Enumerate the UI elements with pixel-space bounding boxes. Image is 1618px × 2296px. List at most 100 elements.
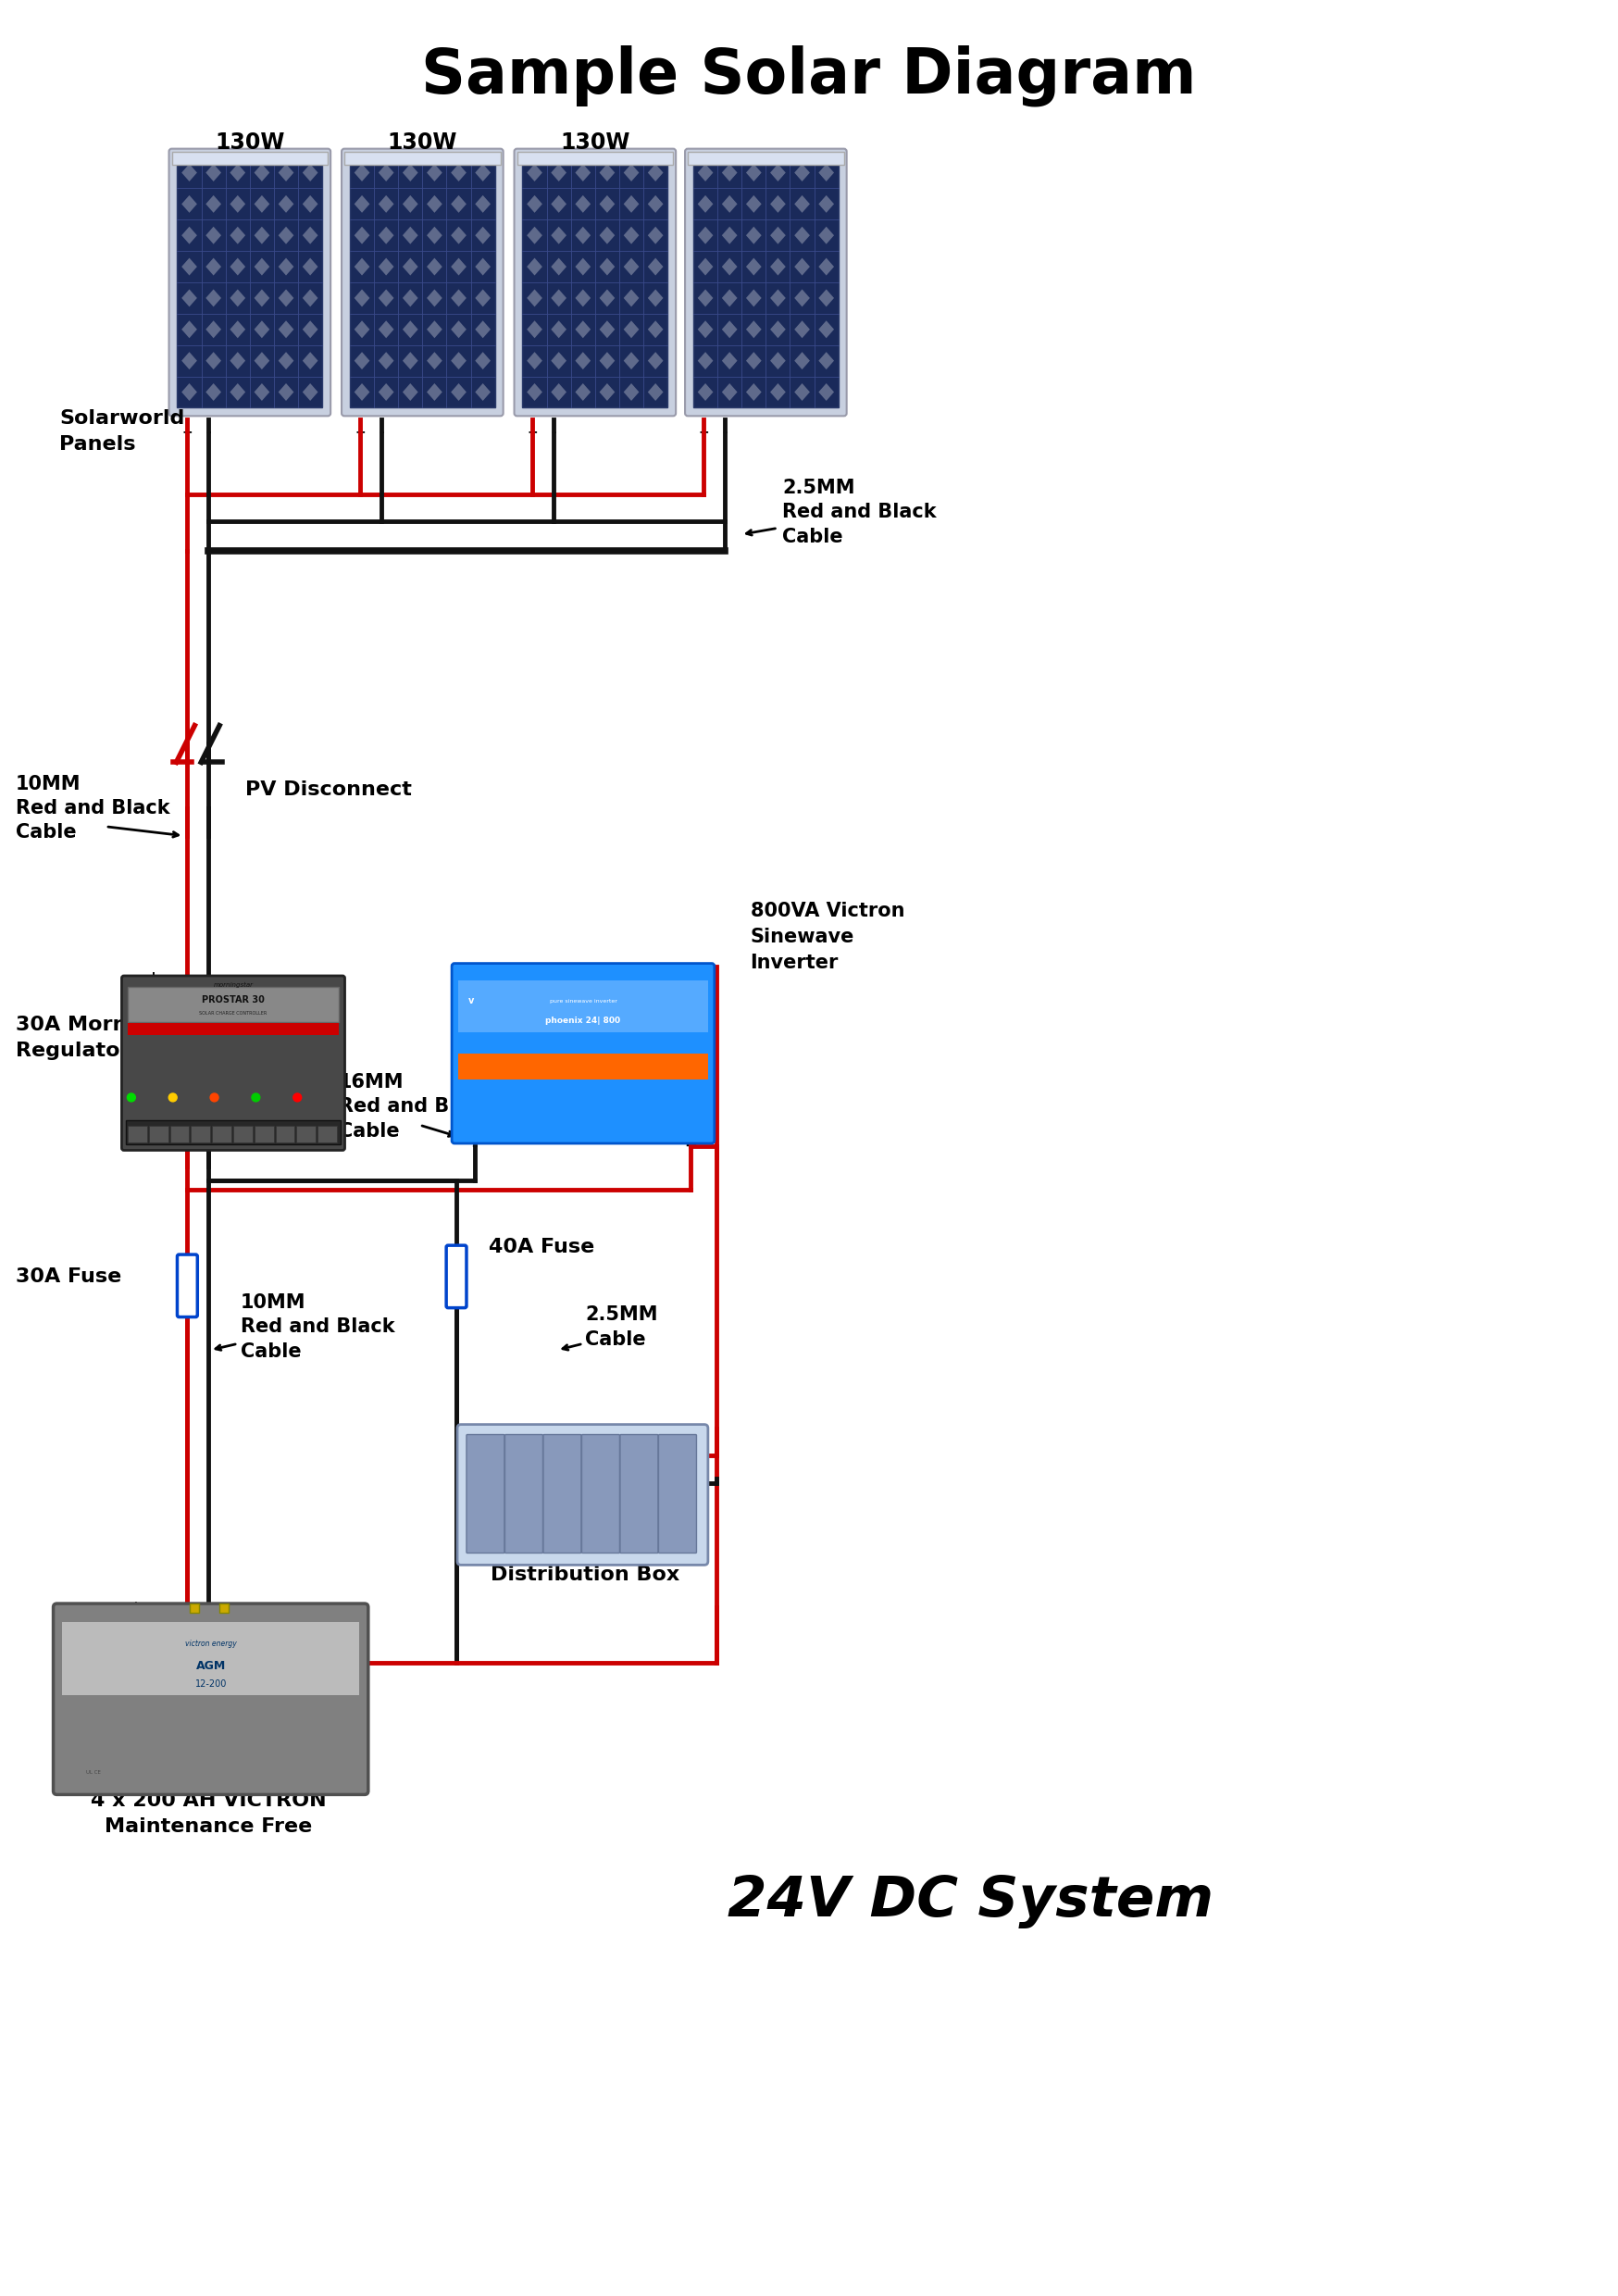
- Text: PV Disconnect: PV Disconnect: [246, 781, 411, 799]
- Polygon shape: [746, 351, 762, 370]
- Polygon shape: [278, 351, 294, 370]
- Polygon shape: [303, 227, 319, 243]
- Polygon shape: [746, 195, 762, 214]
- Polygon shape: [354, 383, 369, 402]
- Polygon shape: [230, 163, 246, 181]
- Polygon shape: [205, 383, 222, 402]
- Text: 2.5MM
Cable: 2.5MM Cable: [586, 1306, 657, 1348]
- Polygon shape: [181, 257, 197, 276]
- Text: -: -: [205, 427, 210, 439]
- Polygon shape: [647, 227, 663, 243]
- Polygon shape: [794, 227, 811, 243]
- FancyBboxPatch shape: [515, 149, 676, 416]
- Polygon shape: [427, 195, 442, 214]
- Polygon shape: [527, 195, 542, 214]
- Polygon shape: [819, 383, 833, 402]
- Polygon shape: [278, 257, 294, 276]
- Text: 40A Fuse: 40A Fuse: [489, 1238, 594, 1256]
- Polygon shape: [722, 321, 738, 338]
- Bar: [518, 152, 673, 165]
- Polygon shape: [527, 351, 542, 370]
- Polygon shape: [230, 195, 246, 214]
- Polygon shape: [552, 383, 566, 402]
- Polygon shape: [576, 163, 591, 181]
- Polygon shape: [697, 227, 714, 243]
- Text: +: +: [128, 1598, 141, 1616]
- Polygon shape: [552, 351, 566, 370]
- Polygon shape: [476, 195, 490, 214]
- Text: 24V DC System: 24V DC System: [728, 1874, 1214, 1929]
- Polygon shape: [451, 289, 466, 308]
- Polygon shape: [623, 351, 639, 370]
- Polygon shape: [254, 163, 270, 181]
- Polygon shape: [722, 383, 738, 402]
- Bar: [212, 1125, 231, 1143]
- Polygon shape: [599, 351, 615, 370]
- Polygon shape: [379, 163, 393, 181]
- Polygon shape: [794, 289, 811, 308]
- Polygon shape: [623, 195, 639, 214]
- Polygon shape: [303, 163, 319, 181]
- Text: 10MM
Red and Black
Cable: 10MM Red and Black Cable: [241, 1293, 395, 1362]
- Bar: [254, 1125, 273, 1143]
- Polygon shape: [379, 195, 393, 214]
- Polygon shape: [205, 321, 222, 338]
- Bar: [693, 156, 838, 409]
- Polygon shape: [303, 289, 319, 308]
- Polygon shape: [278, 289, 294, 308]
- Polygon shape: [576, 351, 591, 370]
- Circle shape: [128, 1093, 136, 1102]
- Text: Solarworld
Panels: Solarworld Panels: [60, 409, 184, 455]
- Polygon shape: [819, 163, 833, 181]
- Polygon shape: [476, 227, 490, 243]
- FancyBboxPatch shape: [168, 149, 330, 416]
- Text: +: +: [147, 969, 160, 987]
- Polygon shape: [403, 321, 417, 338]
- Polygon shape: [746, 227, 762, 243]
- Polygon shape: [427, 383, 442, 402]
- Polygon shape: [697, 383, 714, 402]
- Text: +: +: [697, 427, 709, 439]
- Polygon shape: [527, 257, 542, 276]
- Polygon shape: [819, 351, 833, 370]
- Text: Distribution Box: Distribution Box: [490, 1566, 680, 1584]
- Polygon shape: [181, 383, 197, 402]
- Polygon shape: [576, 257, 591, 276]
- Polygon shape: [697, 163, 714, 181]
- Bar: [191, 1125, 210, 1143]
- Text: 130W: 130W: [560, 131, 629, 154]
- Polygon shape: [354, 227, 369, 243]
- Polygon shape: [746, 289, 762, 308]
- Polygon shape: [254, 351, 270, 370]
- Polygon shape: [794, 195, 811, 214]
- Polygon shape: [379, 289, 393, 308]
- Polygon shape: [819, 227, 833, 243]
- Polygon shape: [230, 227, 246, 243]
- FancyBboxPatch shape: [582, 1435, 620, 1552]
- Polygon shape: [379, 227, 393, 243]
- Text: -: -: [471, 1139, 477, 1155]
- Bar: [458, 1054, 709, 1079]
- Circle shape: [168, 1093, 176, 1102]
- Polygon shape: [697, 257, 714, 276]
- Polygon shape: [403, 289, 417, 308]
- Polygon shape: [254, 227, 270, 243]
- Polygon shape: [230, 383, 246, 402]
- Polygon shape: [722, 163, 738, 181]
- Polygon shape: [770, 257, 786, 276]
- Polygon shape: [527, 289, 542, 308]
- Bar: [296, 1125, 316, 1143]
- Polygon shape: [379, 321, 393, 338]
- Polygon shape: [552, 289, 566, 308]
- Polygon shape: [379, 351, 393, 370]
- Polygon shape: [819, 195, 833, 214]
- Polygon shape: [379, 257, 393, 276]
- Polygon shape: [576, 383, 591, 402]
- FancyBboxPatch shape: [178, 1254, 197, 1318]
- Polygon shape: [427, 289, 442, 308]
- Polygon shape: [403, 163, 417, 181]
- Polygon shape: [451, 257, 466, 276]
- Polygon shape: [794, 351, 811, 370]
- Text: -: -: [552, 427, 557, 439]
- Polygon shape: [819, 289, 833, 308]
